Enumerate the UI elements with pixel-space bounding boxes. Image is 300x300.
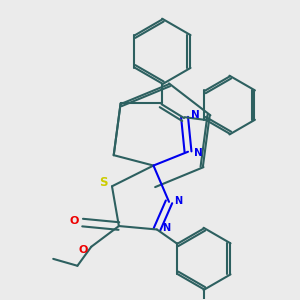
Text: O: O	[79, 244, 88, 254]
Text: N: N	[194, 148, 203, 158]
Text: S: S	[99, 176, 108, 189]
Text: N: N	[174, 196, 182, 206]
Text: N: N	[162, 224, 170, 233]
Text: O: O	[70, 216, 79, 226]
Text: N: N	[191, 110, 200, 120]
